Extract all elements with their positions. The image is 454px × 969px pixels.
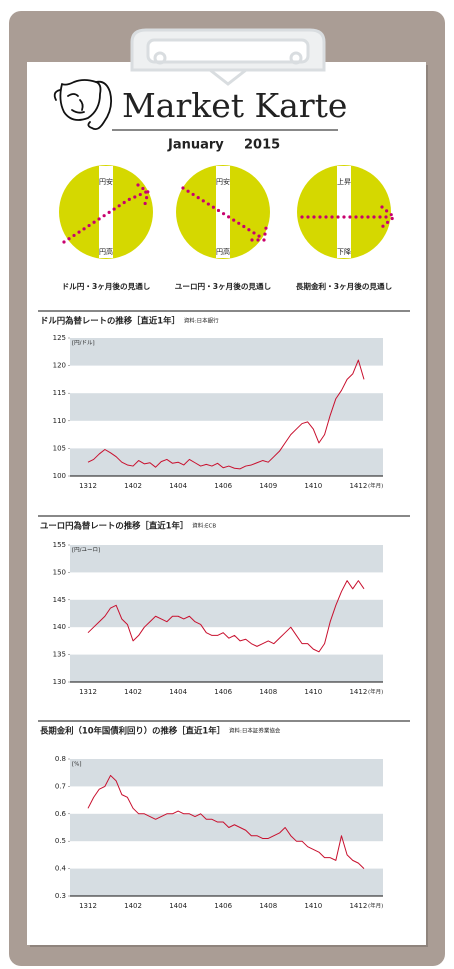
grid-band [70, 813, 383, 842]
gauge-caption: ドル円・3ヶ月後の見通し [62, 281, 151, 291]
x-tick-label: 1312 [79, 902, 97, 910]
x-unit: (年月) [368, 902, 383, 910]
header-title: Market Karte [122, 86, 347, 125]
arrow-dots [181, 186, 264, 240]
grid-band [70, 868, 383, 896]
y-tick-label: 0.4 [55, 865, 67, 873]
arrow-dots [136, 183, 150, 206]
y-tick-label: 155 [53, 541, 66, 549]
y-unit: [%] [72, 762, 82, 768]
logo [53, 79, 113, 131]
x-unit: (年月) [368, 482, 383, 490]
y-tick-label: 115 [53, 389, 66, 397]
grid-band [70, 654, 383, 682]
data-line [87, 580, 365, 653]
gauge-top-label: 上昇 [337, 177, 351, 186]
y-tick-label: 0.6 [55, 810, 67, 818]
y-tick-label: 0.3 [55, 892, 66, 900]
x-tick-label: 1404 [169, 688, 187, 696]
gauge-bottom-label: 円高 [99, 247, 113, 256]
x-tick-label: 1412 [349, 482, 367, 490]
x-tick-label: 1410 [304, 902, 322, 910]
gauge-strip [337, 166, 351, 258]
chart-source: 資料:ECB [192, 522, 216, 530]
grid-band [70, 338, 383, 366]
gauge-top-label: 円安 [216, 177, 230, 186]
gauge-bottom-label: 円高 [216, 247, 230, 256]
x-tick-label: 1412 [349, 902, 367, 910]
x-tick-label: 1410 [304, 688, 322, 696]
x-tick-label: 1404 [169, 902, 187, 910]
y-unit: [円/ユーロ] [72, 547, 100, 554]
x-tick-label: 1402 [124, 482, 142, 490]
chart-title: ドル円為替レートの推移［直近1年］ [40, 316, 180, 326]
clip [130, 28, 326, 86]
x-tick-label: 1402 [124, 902, 142, 910]
x-tick-label: 1408 [259, 902, 277, 910]
x-tick-label: 1312 [79, 688, 97, 696]
y-tick-label: 110 [53, 417, 66, 425]
x-tick-label: 1409 [259, 482, 277, 490]
x-tick-label: 1412 [349, 688, 367, 696]
gauge-strip [99, 166, 113, 258]
y-unit: [円/ドル] [72, 340, 95, 347]
x-tick-label: 1410 [304, 482, 322, 490]
outlook-arrows [62, 183, 397, 244]
gauge-strip [216, 166, 230, 258]
y-tick-label: 0.7 [55, 782, 66, 790]
header-month: January [167, 138, 224, 153]
x-unit: (年月) [368, 688, 383, 696]
x-tick-label: 1404 [169, 482, 187, 490]
x-tick-label: 1406 [214, 902, 232, 910]
y-tick-label: 130 [53, 678, 66, 686]
gauge-caption: ユーロ円・3ヶ月後の見通し [175, 281, 271, 291]
grid-band [70, 393, 383, 421]
chart-title: ユーロ円為替レートの推移［直近1年］ [40, 521, 188, 531]
y-tick-label: 140 [53, 623, 66, 631]
y-tick-label: 125 [53, 334, 66, 342]
chart-source: 資料:日本証券業協会 [229, 727, 281, 735]
data-line [87, 359, 365, 470]
y-tick-label: 0.5 [55, 837, 66, 845]
y-tick-label: 145 [53, 596, 66, 604]
y-tick-label: 105 [53, 444, 66, 452]
y-tick-label: 135 [53, 651, 66, 659]
x-tick-label: 1406 [214, 482, 232, 490]
x-tick-label: 1312 [79, 482, 97, 490]
gauge-top-label: 円安 [99, 177, 113, 186]
y-tick-label: 120 [53, 362, 66, 370]
arrow-dots [62, 190, 148, 244]
arrow-dots [250, 226, 268, 242]
grid-band [70, 545, 383, 573]
y-tick-label: 0.8 [55, 755, 66, 763]
data-line [87, 774, 365, 869]
grid-band [70, 448, 383, 476]
grid-band [70, 759, 383, 787]
chart-source: 資料:日本銀行 [184, 317, 219, 325]
arrow-dots [380, 205, 397, 229]
y-tick-label: 150 [53, 568, 66, 576]
chart-title: 長期金利（10年国債利回り）の推移［直近1年］ [40, 726, 225, 736]
y-tick-label: 100 [53, 472, 66, 480]
x-tick-label: 1406 [214, 688, 232, 696]
gauge-bottom-label: 下降 [337, 247, 351, 256]
x-tick-label: 1408 [259, 688, 277, 696]
x-tick-label: 1402 [124, 688, 142, 696]
header-year: 2015 [244, 138, 280, 153]
grid-band [70, 599, 383, 628]
gauge-caption: 長期金利・3ヶ月後の見通し [296, 281, 392, 291]
